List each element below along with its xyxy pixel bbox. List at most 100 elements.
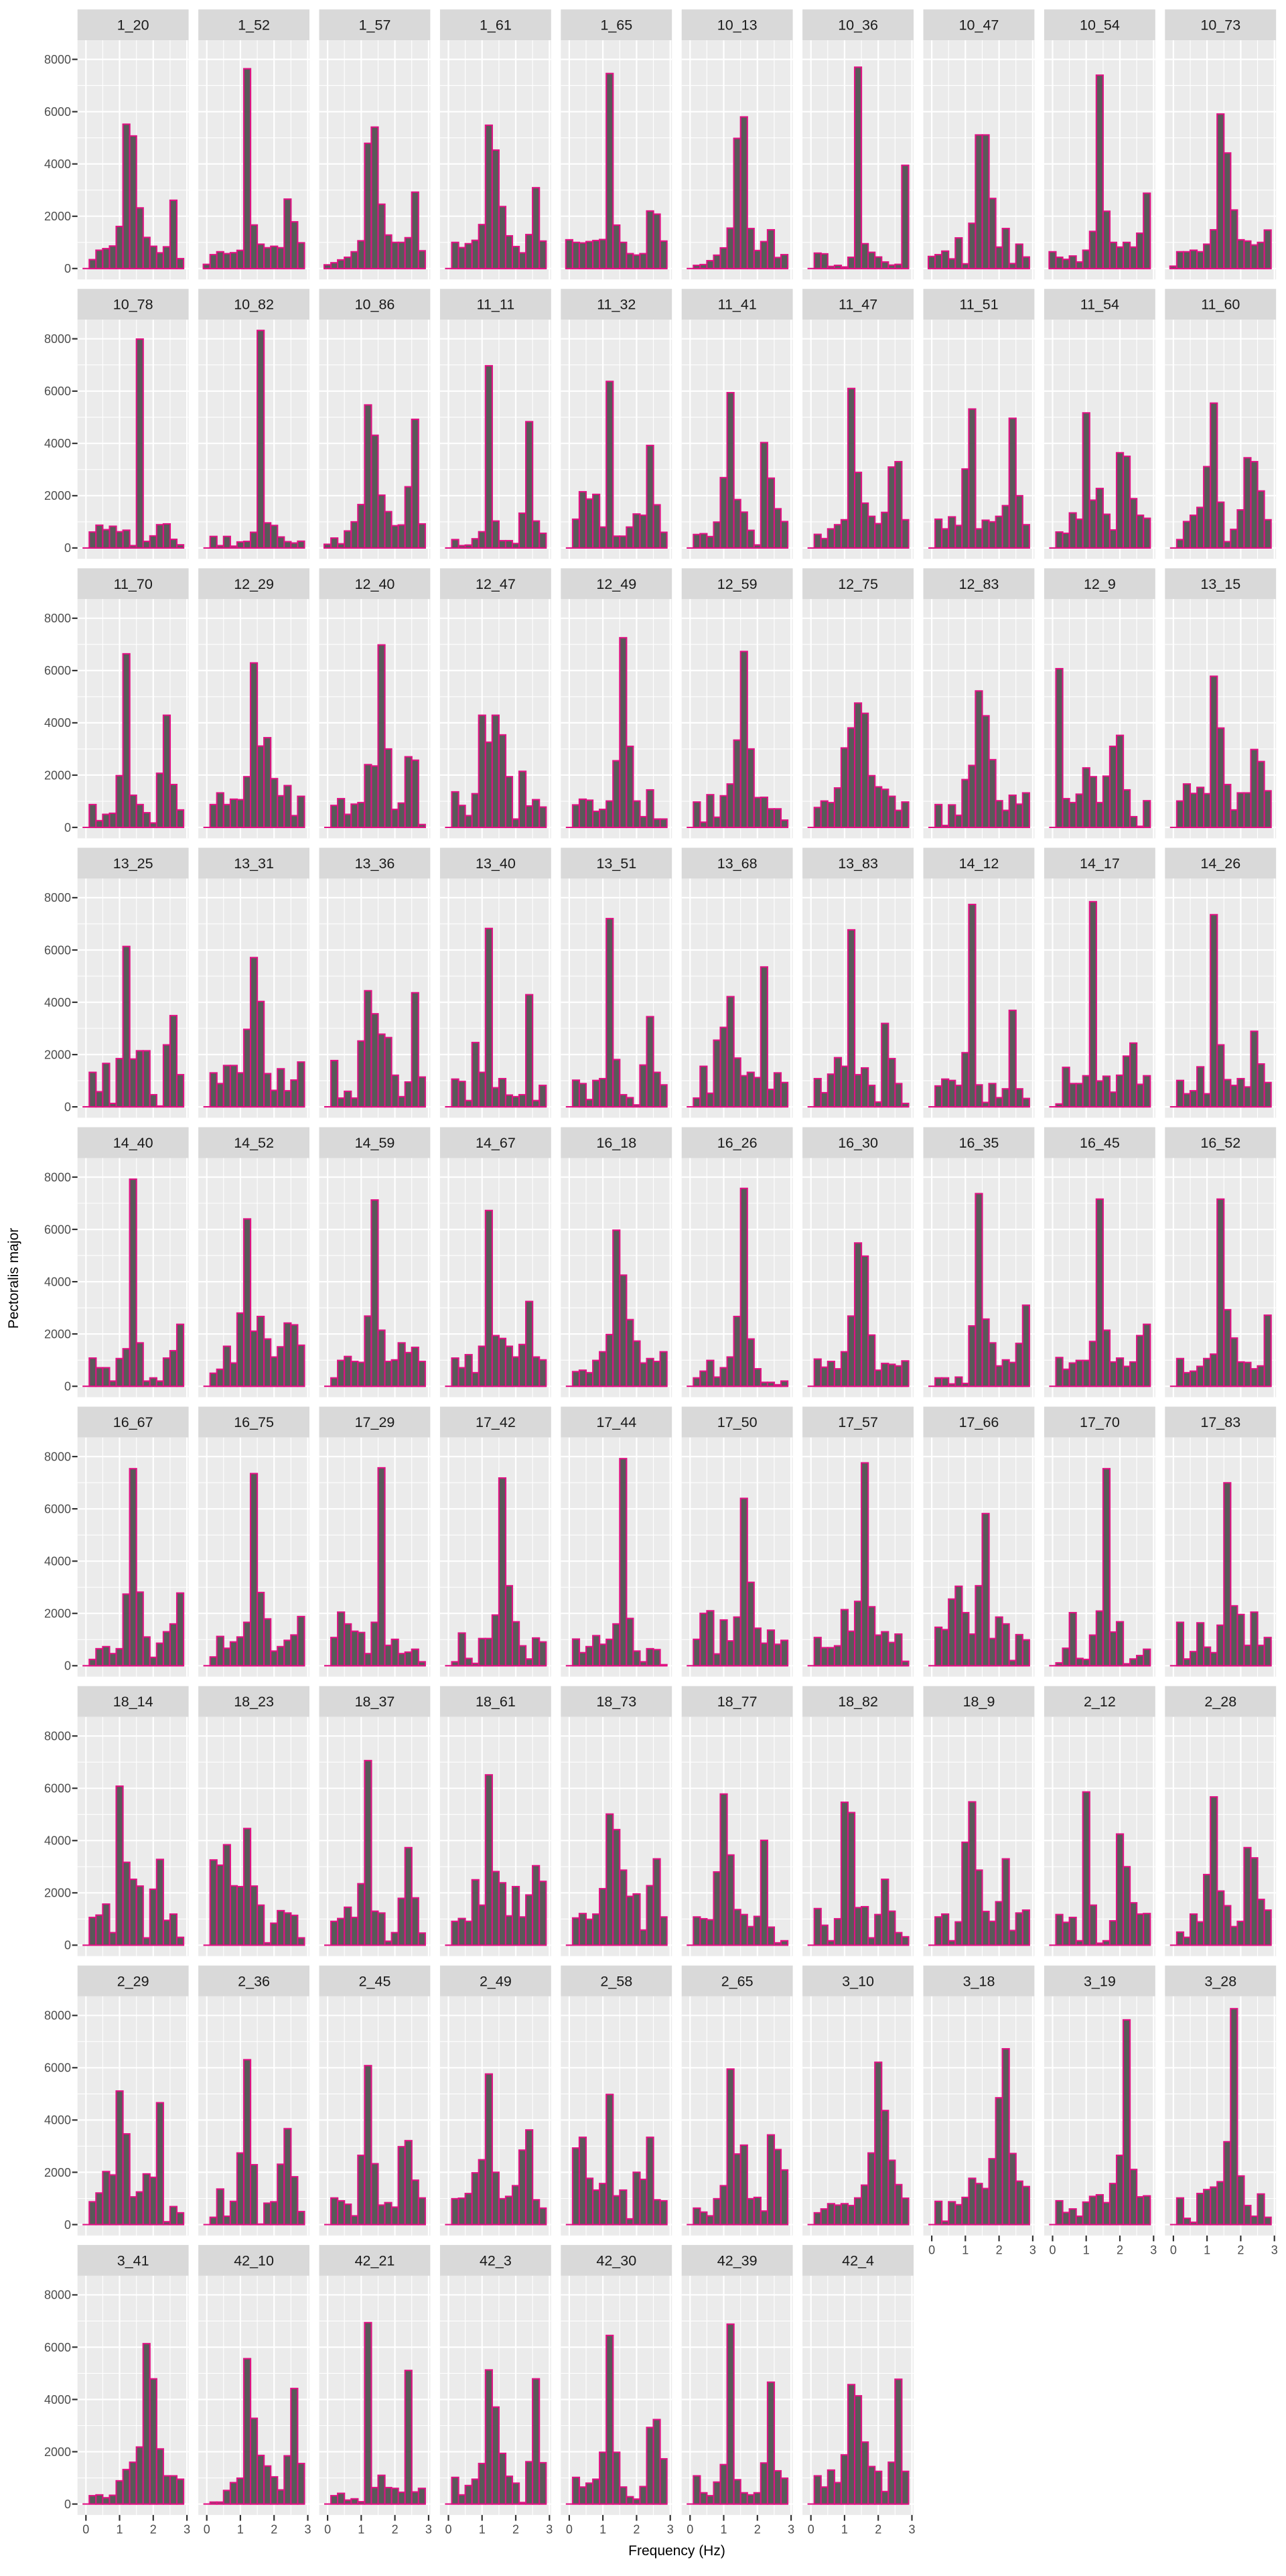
svg-text:0: 0 bbox=[204, 2522, 210, 2536]
svg-text:2_49: 2_49 bbox=[480, 1973, 512, 1989]
svg-text:18_77: 18_77 bbox=[717, 1694, 758, 1710]
svg-text:3_19: 3_19 bbox=[1084, 1973, 1116, 1989]
svg-text:0: 0 bbox=[324, 2522, 331, 2536]
svg-text:Pectoralis major: Pectoralis major bbox=[6, 1228, 21, 1329]
svg-text:17_66: 17_66 bbox=[959, 1414, 999, 1430]
svg-text:42_10: 42_10 bbox=[234, 2252, 274, 2268]
svg-text:13_36: 13_36 bbox=[355, 856, 395, 872]
svg-text:17_70: 17_70 bbox=[1080, 1414, 1120, 1430]
svg-text:3: 3 bbox=[908, 2522, 915, 2536]
svg-text:0: 0 bbox=[64, 1939, 71, 1952]
svg-text:11_54: 11_54 bbox=[1080, 297, 1119, 313]
svg-text:10_54: 10_54 bbox=[1080, 17, 1120, 33]
svg-text:3: 3 bbox=[546, 2522, 553, 2536]
svg-text:0: 0 bbox=[687, 2522, 693, 2536]
svg-text:11_47: 11_47 bbox=[839, 297, 877, 313]
svg-text:8000: 8000 bbox=[44, 891, 71, 904]
svg-text:17_57: 17_57 bbox=[838, 1414, 878, 1430]
svg-text:0: 0 bbox=[82, 2522, 89, 2536]
svg-text:2: 2 bbox=[271, 2522, 277, 2536]
svg-text:2000: 2000 bbox=[44, 2445, 71, 2459]
svg-text:17_29: 17_29 bbox=[355, 1414, 395, 1430]
svg-text:13_83: 13_83 bbox=[838, 856, 878, 872]
svg-text:1: 1 bbox=[599, 2522, 606, 2536]
svg-text:0: 0 bbox=[64, 1100, 71, 1113]
svg-text:14_40: 14_40 bbox=[113, 1135, 153, 1151]
svg-text:10_36: 10_36 bbox=[838, 17, 878, 33]
svg-text:0: 0 bbox=[1170, 2243, 1177, 2256]
svg-text:14_17: 14_17 bbox=[1080, 856, 1120, 872]
svg-text:0: 0 bbox=[64, 541, 71, 555]
svg-text:2: 2 bbox=[150, 2522, 157, 2536]
svg-text:10_73: 10_73 bbox=[1200, 17, 1240, 33]
svg-text:2: 2 bbox=[875, 2522, 881, 2536]
svg-text:4000: 4000 bbox=[44, 996, 71, 1009]
svg-text:3: 3 bbox=[425, 2522, 432, 2536]
svg-text:42_30: 42_30 bbox=[596, 2252, 636, 2268]
svg-text:16_26: 16_26 bbox=[717, 1135, 758, 1151]
svg-text:13_68: 13_68 bbox=[717, 856, 758, 872]
svg-text:12_59: 12_59 bbox=[717, 576, 758, 592]
svg-text:42_39: 42_39 bbox=[717, 2252, 758, 2268]
svg-text:16_52: 16_52 bbox=[1200, 1135, 1240, 1151]
svg-text:12_47: 12_47 bbox=[476, 576, 516, 592]
svg-text:42_4: 42_4 bbox=[842, 2252, 874, 2268]
svg-text:14_59: 14_59 bbox=[355, 1135, 395, 1151]
svg-text:0: 0 bbox=[64, 2498, 71, 2511]
svg-text:0: 0 bbox=[1049, 2243, 1056, 2256]
svg-text:2: 2 bbox=[1117, 2243, 1123, 2256]
svg-text:4000: 4000 bbox=[44, 1275, 71, 1288]
svg-text:0: 0 bbox=[64, 1380, 71, 1394]
svg-text:1: 1 bbox=[358, 2522, 364, 2536]
svg-text:11_32: 11_32 bbox=[597, 297, 636, 313]
svg-text:8000: 8000 bbox=[44, 2289, 71, 2302]
svg-text:2_65: 2_65 bbox=[721, 1973, 754, 1989]
svg-text:Frequency (Hz): Frequency (Hz) bbox=[628, 2543, 725, 2559]
svg-text:2_12: 2_12 bbox=[1084, 1694, 1116, 1710]
svg-text:17_83: 17_83 bbox=[1200, 1414, 1240, 1430]
svg-text:11_41: 11_41 bbox=[718, 297, 757, 313]
svg-text:3: 3 bbox=[667, 2522, 674, 2536]
svg-text:3: 3 bbox=[788, 2522, 794, 2536]
svg-text:10_86: 10_86 bbox=[355, 297, 395, 313]
svg-text:0: 0 bbox=[64, 262, 71, 275]
svg-text:12_9: 12_9 bbox=[1084, 576, 1116, 592]
svg-text:6000: 6000 bbox=[44, 1502, 71, 1515]
svg-text:0: 0 bbox=[64, 1659, 71, 1673]
svg-text:3_10: 3_10 bbox=[842, 1973, 874, 1989]
svg-text:3: 3 bbox=[184, 2522, 190, 2536]
svg-text:2: 2 bbox=[996, 2243, 1003, 2256]
svg-text:2000: 2000 bbox=[44, 768, 71, 782]
svg-text:13_31: 13_31 bbox=[234, 856, 274, 872]
svg-text:2: 2 bbox=[512, 2522, 519, 2536]
svg-text:0: 0 bbox=[64, 821, 71, 834]
svg-text:1: 1 bbox=[479, 2522, 486, 2536]
svg-text:1_57: 1_57 bbox=[359, 17, 391, 33]
svg-text:2: 2 bbox=[633, 2522, 640, 2536]
svg-text:16_67: 16_67 bbox=[113, 1414, 153, 1430]
svg-text:6000: 6000 bbox=[44, 2061, 71, 2075]
svg-text:1: 1 bbox=[116, 2522, 123, 2536]
svg-text:1_20: 1_20 bbox=[117, 17, 149, 33]
svg-text:12_75: 12_75 bbox=[838, 576, 878, 592]
svg-text:16_18: 16_18 bbox=[596, 1135, 636, 1151]
svg-text:8000: 8000 bbox=[44, 612, 71, 625]
svg-text:18_82: 18_82 bbox=[838, 1694, 878, 1710]
svg-text:1: 1 bbox=[237, 2522, 244, 2536]
svg-text:17_50: 17_50 bbox=[717, 1414, 758, 1430]
svg-text:17_44: 17_44 bbox=[596, 1414, 636, 1430]
svg-text:11_70: 11_70 bbox=[114, 576, 153, 592]
svg-text:4000: 4000 bbox=[44, 2114, 71, 2127]
svg-text:6000: 6000 bbox=[44, 2341, 71, 2354]
svg-text:4000: 4000 bbox=[44, 157, 71, 171]
svg-text:4000: 4000 bbox=[44, 1555, 71, 1568]
svg-text:10_82: 10_82 bbox=[234, 297, 274, 313]
svg-text:10_78: 10_78 bbox=[113, 297, 153, 313]
svg-text:12_29: 12_29 bbox=[234, 576, 274, 592]
svg-text:8000: 8000 bbox=[44, 1450, 71, 1463]
svg-text:1: 1 bbox=[841, 2522, 848, 2536]
svg-text:18_37: 18_37 bbox=[355, 1694, 395, 1710]
svg-text:12_40: 12_40 bbox=[355, 576, 395, 592]
svg-text:8000: 8000 bbox=[44, 2009, 71, 2023]
svg-text:18_23: 18_23 bbox=[234, 1694, 274, 1710]
